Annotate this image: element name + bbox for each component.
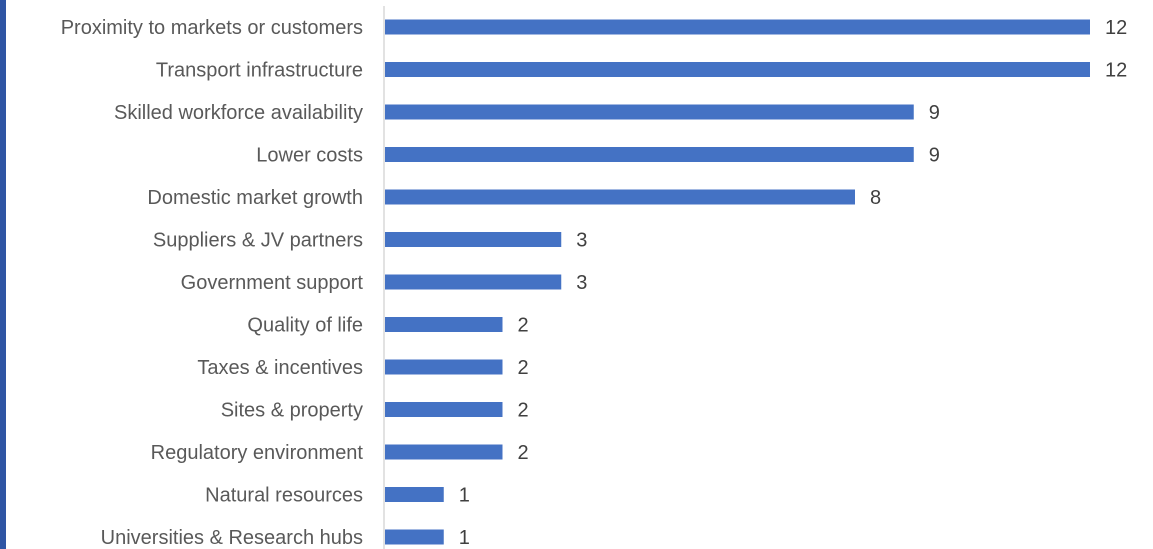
category-label: Skilled workforce availability bbox=[114, 102, 363, 124]
value-label: 2 bbox=[518, 315, 529, 337]
value-label: 1 bbox=[459, 527, 470, 549]
bar bbox=[385, 402, 503, 417]
bar bbox=[385, 19, 1090, 35]
value-label: 9 bbox=[929, 102, 940, 124]
category-label: Universities & Research hubs bbox=[101, 527, 363, 549]
category-labels: Proximity to markets or customers Transpo… bbox=[61, 17, 364, 549]
category-label: Sites & property bbox=[221, 400, 363, 422]
value-label: 3 bbox=[576, 230, 587, 252]
value-label: 3 bbox=[576, 272, 587, 294]
category-label: Lower costs bbox=[256, 145, 363, 167]
value-label: 8 bbox=[870, 187, 881, 209]
category-label: Quality of life bbox=[247, 315, 363, 337]
category-label: Government support bbox=[181, 272, 364, 294]
bar bbox=[385, 359, 503, 375]
category-label: Regulatory environment bbox=[151, 442, 364, 464]
value-label: 2 bbox=[518, 357, 529, 379]
bars bbox=[385, 19, 1090, 545]
category-label: Natural resources bbox=[205, 485, 363, 507]
bar bbox=[385, 317, 503, 332]
category-label: Proximity to markets or customers bbox=[61, 17, 363, 39]
value-label: 1 bbox=[459, 485, 470, 507]
value-label: 12 bbox=[1105, 17, 1127, 39]
category-label: Domestic market growth bbox=[147, 187, 363, 209]
value-label: 2 bbox=[518, 442, 529, 464]
category-label: Suppliers & JV partners bbox=[153, 230, 363, 252]
value-labels: 12 12 9 9 8 3 3 2 2 2 2 1 1 bbox=[459, 17, 1128, 549]
bar bbox=[385, 62, 1090, 77]
category-label: Taxes & incentives bbox=[197, 357, 363, 379]
bar bbox=[385, 487, 444, 502]
value-label: 9 bbox=[929, 145, 940, 167]
bar bbox=[385, 274, 562, 290]
bar bbox=[385, 529, 444, 545]
bar bbox=[385, 232, 562, 247]
bar bbox=[385, 189, 855, 205]
bar bbox=[385, 104, 914, 120]
value-label: 12 bbox=[1105, 60, 1127, 82]
value-label: 2 bbox=[518, 400, 529, 422]
category-label: Transport infrastructure bbox=[156, 60, 363, 82]
left-edge-bar bbox=[0, 0, 6, 549]
bar bbox=[385, 444, 503, 460]
bar bbox=[385, 147, 914, 162]
